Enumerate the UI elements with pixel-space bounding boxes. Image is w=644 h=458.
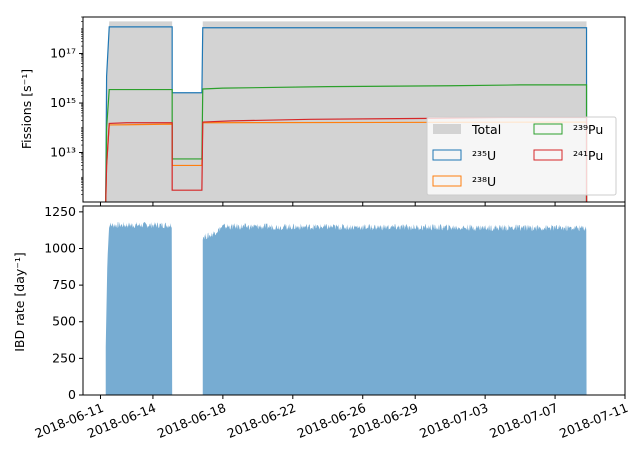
bottom-y-tick-label: 250 xyxy=(52,350,76,365)
ibd-rate-bars xyxy=(202,223,587,395)
bottom-x-tick-label: 2018-07-11 xyxy=(557,400,630,441)
bottom-y-tick-label: 1000 xyxy=(44,240,76,255)
legend-label-u235: ²³⁵U xyxy=(472,148,496,163)
legend-label-pu241: ²⁴¹Pu xyxy=(573,148,603,163)
bottom-y-tick-label: 500 xyxy=(52,314,76,329)
legend-label-u238: ²³⁸U xyxy=(472,174,496,189)
top-axes-frame xyxy=(82,16,626,203)
top-y-tick-label: 10¹⁵ xyxy=(50,95,76,110)
ibd-rate-bars xyxy=(105,221,173,395)
bottom-y-axis-label: IBD rate [day⁻¹] xyxy=(12,252,27,352)
bottom-x-ticks: 2018-06-112018-06-142018-06-182018-06-22… xyxy=(33,395,630,441)
bottom-plot-area xyxy=(105,221,587,395)
legend-swatch-pu241 xyxy=(533,149,563,161)
top-y-axis-label: Fissions [s⁻¹] xyxy=(19,69,34,149)
top-y-tick-label: 10¹³ xyxy=(50,145,76,160)
bottom-panel: 0 250 500 750 1000 1250 2018-06-112018-06-142… xyxy=(12,204,630,441)
bottom-y-tick-label: 0 xyxy=(68,387,76,402)
bottom-x-tick-label: 2018-07-07 xyxy=(487,400,560,441)
bottom-x-tick-label: 2018-06-22 xyxy=(225,400,298,441)
legend-frame xyxy=(426,116,617,196)
legend-swatch-u235 xyxy=(432,149,462,161)
legend-swatch-u238 xyxy=(432,175,462,187)
bottom-axes-frame xyxy=(82,205,626,396)
bottom-y-tick-label: 750 xyxy=(52,277,76,292)
top-x-ticks xyxy=(99,202,626,206)
legend: Total ²³⁹Pu ²³⁵U ²⁴¹Pu ²³⁸U xyxy=(426,116,617,196)
bottom-y-ticks: 0 250 500 750 1000 1250 xyxy=(44,204,83,402)
legend-swatch-total xyxy=(433,124,461,134)
bottom-x-tick-label: 2018-06-18 xyxy=(155,400,228,441)
top-y-tick-label: 10¹⁷ xyxy=(50,46,76,61)
legend-label-total: Total xyxy=(471,122,501,137)
series-pu239-line xyxy=(105,84,588,203)
bottom-x-tick-label: 2018-07-03 xyxy=(417,400,490,441)
top-panel: 10¹³ 10¹⁵ 10¹⁷ Fissions [s⁻¹] Total ²³⁹Pu … xyxy=(19,16,626,206)
top-y-ticks: 10¹³ 10¹⁵ 10¹⁷ xyxy=(50,16,83,195)
bottom-y-tick-label: 1250 xyxy=(44,204,76,219)
legend-swatch-pu239 xyxy=(533,123,563,135)
legend-label-pu239: ²³⁹Pu xyxy=(573,122,603,137)
